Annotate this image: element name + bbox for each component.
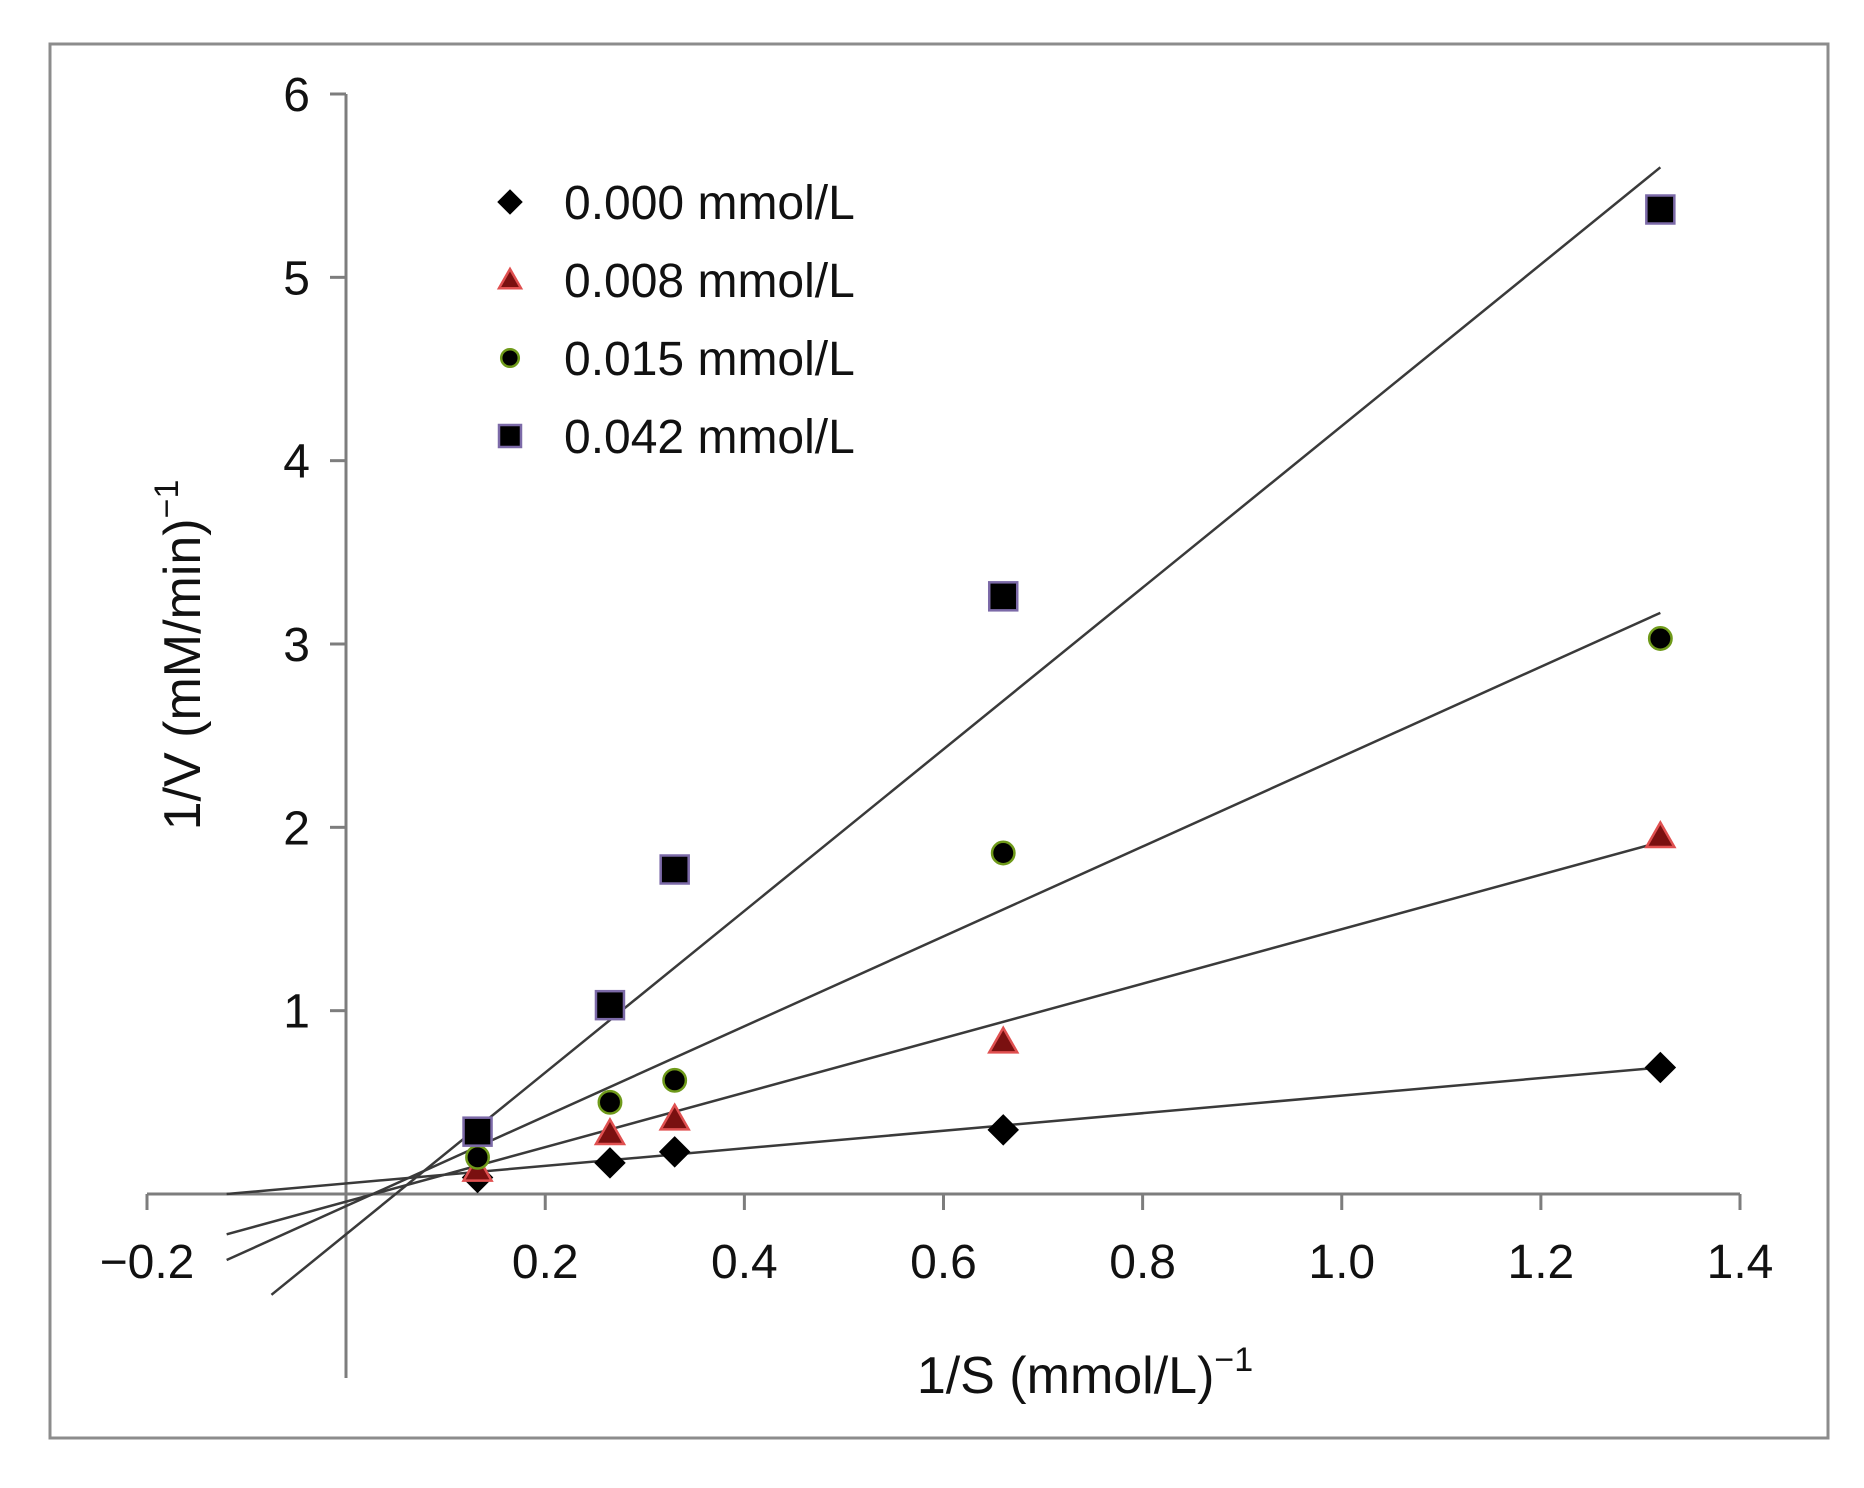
- data-point-circle: [1647, 626, 1673, 651]
- data-point-triangle: [987, 1025, 1020, 1054]
- x-axis-title-superscript: −1: [1214, 1341, 1253, 1379]
- axes: −0.2 0.2 0.4 0.6 0.8 1.0 1.2 1.4 1 2 3 4 5 6: [100, 69, 1774, 1378]
- legend-marker-diamond: [497, 189, 523, 215]
- y-tick-label: 5: [283, 252, 310, 305]
- legend-label: 0.015 mmol/L: [564, 333, 855, 386]
- data-point-diamond: [594, 1147, 626, 1179]
- y-axis-title-superscript: −1: [148, 480, 186, 519]
- legend-label: 0.000 mmol/L: [564, 177, 855, 230]
- y-tick-label: 3: [283, 619, 310, 672]
- x-tick-label: −0.2: [100, 1236, 195, 1289]
- trend-line: [226, 1066, 1661, 1196]
- legend-marker-triangle: [496, 266, 524, 290]
- legend-label: 0.008 mmol/L: [564, 255, 855, 308]
- legend-marker-circle: [499, 347, 521, 369]
- data-point-circle: [990, 840, 1016, 866]
- y-tick-label: 6: [283, 69, 310, 122]
- data-point-triangle: [593, 1116, 627, 1146]
- data-point-diamond: [658, 1136, 691, 1168]
- x-tick-label: 0.2: [512, 1236, 579, 1289]
- data-point-square: [1645, 194, 1676, 225]
- data-point-triangle: [658, 1102, 691, 1131]
- trend-lines: [226, 166, 1662, 1296]
- chart-frame: [48, 42, 1830, 1440]
- trend-line: [270, 166, 1662, 1296]
- data-point-diamond: [987, 1114, 1020, 1146]
- x-tick-label: 0.6: [910, 1236, 977, 1289]
- trend-line: [226, 840, 1661, 1236]
- x-axis-title-text: 1/S (mmol/L): [917, 1347, 1215, 1405]
- y-axis-title: 1/V (mM/min)−1: [148, 480, 212, 831]
- data-point-triangle: [1644, 819, 1677, 849]
- x-tick-label: 1.2: [1508, 1236, 1575, 1289]
- data-point-square: [594, 989, 626, 1021]
- x-tick-label: 0.4: [711, 1236, 778, 1289]
- x-tick-label: 1.0: [1308, 1236, 1375, 1289]
- data-point-circle: [662, 1067, 688, 1093]
- data-point-circle: [597, 1089, 623, 1115]
- legend-marker-square: [497, 423, 523, 449]
- data-points: [461, 194, 1677, 1194]
- data-point-diamond: [1644, 1051, 1677, 1084]
- data-point-square: [462, 1116, 493, 1147]
- x-axis-title: 1/S (mmol/L)−1: [917, 1341, 1253, 1405]
- y-tick-label: 4: [283, 436, 310, 489]
- trend-line: [226, 611, 1661, 1262]
- data-point-square: [659, 854, 690, 885]
- x-tick-label: 1.4: [1707, 1236, 1774, 1289]
- legend-label: 0.042 mmol/L: [564, 411, 855, 464]
- y-tick-label: 1: [283, 986, 310, 1039]
- data-point-square: [987, 581, 1019, 612]
- legend: 0.000 mmol/L 0.008 mmol/L 0.015 mmol/L 0.04…: [496, 177, 855, 464]
- y-tick-label: 2: [283, 802, 310, 855]
- x-tick-label: 0.8: [1109, 1236, 1176, 1289]
- data-point-circle: [465, 1144, 490, 1170]
- y-axis-title-text: 1/V (mM/min): [154, 518, 212, 830]
